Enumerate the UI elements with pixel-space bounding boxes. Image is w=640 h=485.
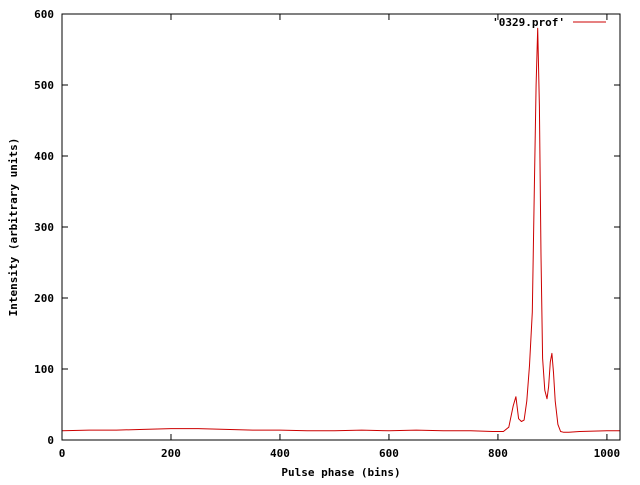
x-tick-label: 800: [488, 447, 508, 460]
plot-frame: [61, 13, 621, 441]
axis-ticks: 0 200 400 600 800 1000 0 100 200 300 400 500 600: [34, 8, 620, 460]
x-tick-label: 600: [379, 447, 399, 460]
y-tick-label: 200: [34, 292, 54, 305]
y-tick-label: 100: [34, 363, 54, 376]
x-axis-label: Pulse phase (bins): [281, 466, 400, 479]
x-tick-label: 200: [161, 447, 181, 460]
x-tick-label: 400: [270, 447, 290, 460]
y-tick-label: 300: [34, 221, 54, 234]
x-tick-label: 1000: [594, 447, 621, 460]
legend: '0329.prof': [492, 16, 606, 29]
y-tick-label: 600: [34, 8, 54, 21]
y-tick-label: 400: [34, 150, 54, 163]
y-tick-label: 0: [47, 434, 54, 447]
y-tick-label: 500: [34, 79, 54, 92]
plot-area: [61, 27, 620, 433]
x-tick-label: 0: [59, 447, 66, 460]
legend-label: '0329.prof': [492, 16, 565, 29]
series-line-0: [61, 27, 620, 433]
y-axis-label: Intensity (arbitrary units): [7, 138, 20, 317]
